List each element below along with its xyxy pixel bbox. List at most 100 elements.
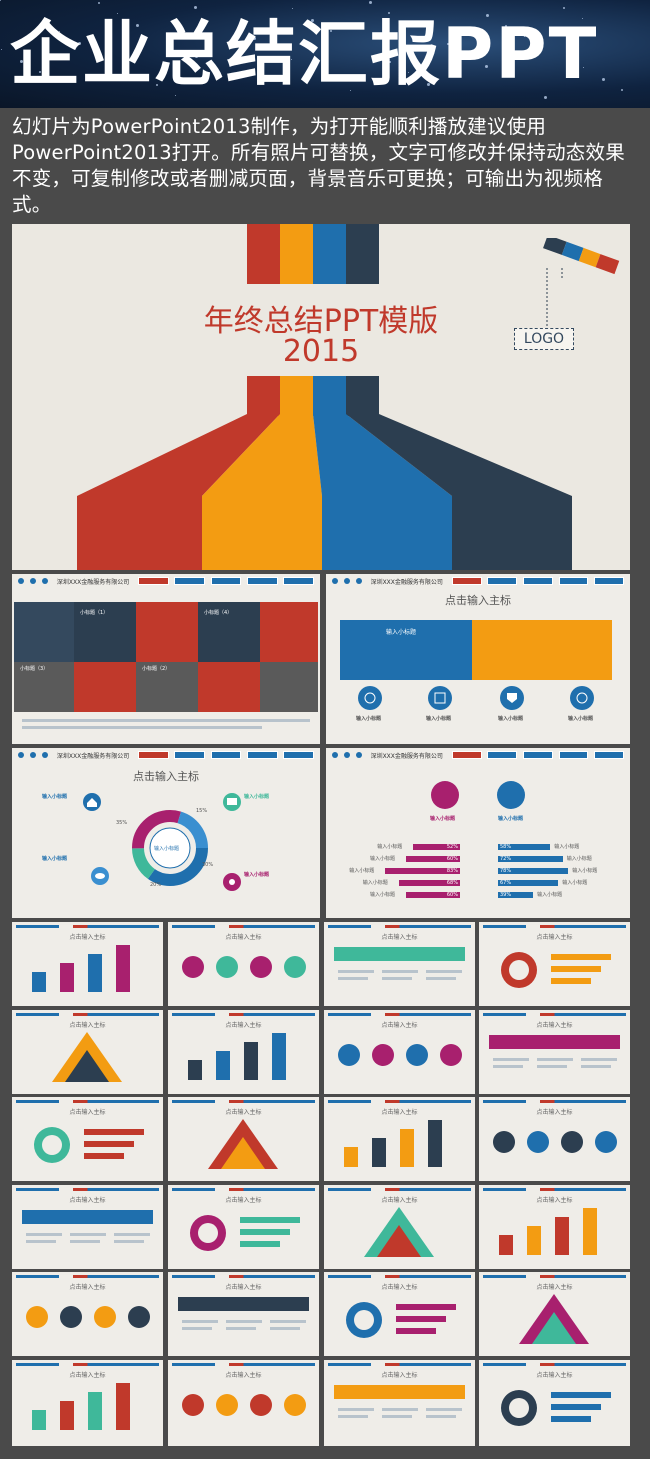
label-1: 输入小标题 (42, 794, 68, 800)
bar-value: 52% (446, 844, 458, 850)
star (466, 54, 467, 55)
star (136, 24, 139, 27)
description-text: 幻灯片为PowerPoint2013制作，为打开能顺利播放建议使用PowerPo… (12, 115, 625, 216)
star (292, 8, 293, 9)
thumb-heading: 点击输入主标 (536, 1372, 573, 1379)
thumb-graphic (52, 1032, 122, 1082)
star (389, 61, 391, 63)
thumb-graphic (519, 1294, 589, 1344)
pct-2: 15% (196, 808, 208, 814)
grid-label-2: 小标题（2） (142, 666, 171, 672)
star (253, 37, 256, 40)
slide-thumbnail: 点击输入主标 (479, 1272, 630, 1356)
star (214, 66, 216, 68)
progress-bar: 83% (385, 868, 460, 874)
thumb-header (328, 1363, 471, 1366)
thumb-graphic (501, 1390, 611, 1426)
thumb-heading: 点击输入主标 (69, 1197, 106, 1204)
company-name: 深圳XXX金融服务有限公司 (370, 752, 443, 760)
thumb-graphic (34, 1127, 144, 1163)
thumb-header (172, 1100, 315, 1103)
bar-value: 83% (446, 868, 458, 874)
star (1, 49, 2, 50)
progress-bar: 72% (498, 856, 563, 862)
slide-thumbnail: 点击输入主标 (12, 1272, 163, 1356)
pct-1: 35% (116, 820, 128, 826)
mid-stripe-orange (280, 376, 313, 416)
bar-value: 58% (500, 844, 512, 850)
star (583, 67, 584, 68)
progress-bar: 60% (406, 892, 460, 898)
slide-thumbnail: 点击输入主标 (168, 1272, 319, 1356)
pct-3: 30% (202, 862, 214, 868)
thumb-header (483, 1188, 626, 1191)
thumb-heading: 点击输入主标 (225, 1372, 262, 1379)
thumb-heading: 点击输入主标 (536, 1109, 573, 1116)
slide-thumbnail: 点击输入主标 (479, 1360, 630, 1446)
star (602, 78, 605, 81)
slide-thumbnail: 点击输入主标 (324, 1010, 475, 1094)
thumb-graphic (208, 1119, 278, 1169)
star (59, 31, 60, 32)
home-icon (83, 793, 101, 811)
thumb-header (16, 1275, 159, 1278)
top-stripe-blue (313, 224, 346, 284)
thumb-header (483, 1013, 626, 1016)
thumb-heading: 点击输入主标 (225, 934, 262, 941)
thumb-graphic (493, 1131, 617, 1153)
star (485, 65, 488, 68)
star (369, 1, 372, 4)
slide-heading: 点击输入主标 (133, 770, 199, 783)
thumb-heading: 点击输入主标 (381, 1197, 418, 1204)
star (621, 89, 623, 91)
magenta-circle (431, 781, 459, 809)
thumb-heading: 点击输入主标 (536, 1022, 573, 1029)
box-title: 输入小标题 (386, 629, 417, 636)
thumb-heading: 点击输入主标 (69, 1109, 106, 1116)
slide-thumbnail: 点击输入主标 (324, 1272, 475, 1356)
star (582, 18, 583, 19)
thumb-heading: 点击输入主标 (381, 1109, 418, 1116)
slide-thumbnail: 点击输入主标 (12, 1010, 163, 1094)
thumb-header (16, 1363, 159, 1366)
thumb-heading: 点击输入主标 (225, 1109, 262, 1116)
thumb-header (483, 1363, 626, 1366)
monitor-icon (223, 793, 241, 811)
thumb-graphic (190, 1215, 300, 1251)
star (175, 95, 176, 96)
thumb-heading: 点击输入主标 (536, 1284, 573, 1291)
star (427, 83, 430, 86)
bar-label: 输入小标题 (362, 880, 388, 886)
slide-icons: 深圳XXX金融服务有限公司 点击输入主标 输入小标题 输入小标题 输入小标题 输… (326, 574, 630, 744)
slide-thumbnail: 点击输入主标 (12, 922, 163, 1006)
bar-label: 输入小标题 (554, 844, 580, 850)
top-stripe-orange (280, 224, 313, 284)
bar-value: 78% (500, 868, 512, 874)
thumb-graphic (22, 1210, 153, 1243)
star (117, 13, 118, 14)
star (20, 60, 23, 63)
star (330, 30, 332, 32)
thumb-header (16, 1013, 159, 1016)
icon-label-2: 输入小标题 (426, 716, 452, 722)
hero-year: 2015 (282, 334, 360, 369)
star (272, 48, 274, 50)
star (98, 2, 100, 4)
label-4: 输入小标题 (244, 872, 270, 878)
progress-bar: 39% (498, 892, 534, 898)
slide-donut: 深圳XXX金融服务有限公司 点击输入主标 输入小标题 35% 15% 30% 2… (12, 748, 320, 918)
bar-value: 60% (446, 892, 458, 898)
thumb-header (16, 925, 159, 928)
chat-icon (91, 867, 109, 885)
bar-label: 输入小标题 (349, 868, 375, 874)
grid-label-3: 小标题（3） (20, 666, 49, 672)
thumb-header (172, 1013, 315, 1016)
thumb-graphic (32, 1383, 130, 1430)
title-slide: 年终总结PPT模版 2015 LOGO (12, 224, 630, 570)
progress-bar: 68% (398, 880, 460, 886)
thumb-heading: 点击输入主标 (536, 934, 573, 941)
slide-thumbnail: 点击输入主标 (168, 1010, 319, 1094)
progress-bar: 60% (406, 856, 460, 862)
thumb-header (172, 925, 315, 928)
star (0, 0, 1, 1)
